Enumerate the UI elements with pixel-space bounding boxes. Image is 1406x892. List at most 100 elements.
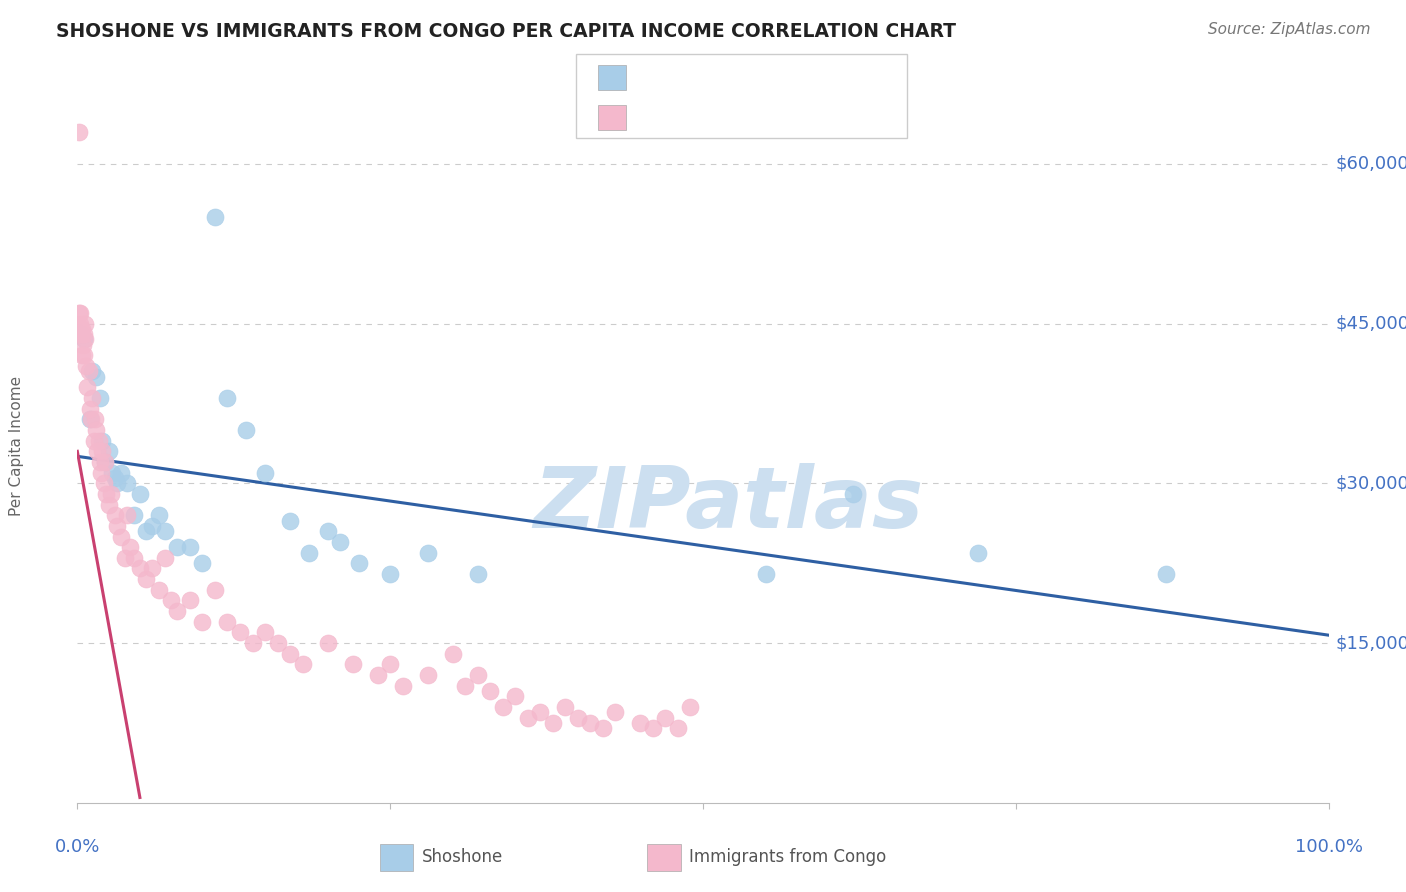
Point <box>416 545 439 559</box>
Point <box>69 317 91 331</box>
Point <box>579 715 602 730</box>
Point <box>254 625 277 640</box>
Point <box>70 349 93 363</box>
Point <box>94 487 117 501</box>
Point <box>217 615 239 629</box>
Point <box>75 333 97 347</box>
Point <box>454 679 477 693</box>
Point <box>416 668 439 682</box>
Point <box>82 364 104 378</box>
Text: $15,000: $15,000 <box>1336 634 1406 652</box>
Point <box>135 524 157 539</box>
Text: R =  -0.361   N = 39: R = -0.361 N = 39 <box>637 69 814 87</box>
Point <box>567 710 589 724</box>
Point <box>94 455 117 469</box>
Text: Shoshone: Shoshone <box>422 848 503 866</box>
Point <box>117 508 139 523</box>
Text: ZIPatlas: ZIPatlas <box>533 463 924 546</box>
Point <box>100 487 122 501</box>
Point <box>592 721 614 735</box>
Point <box>105 519 128 533</box>
Text: $60,000: $60,000 <box>1336 154 1406 173</box>
Point <box>179 540 201 554</box>
Point <box>104 471 127 485</box>
Point <box>467 668 489 682</box>
Point <box>191 556 214 570</box>
Point <box>90 466 112 480</box>
Point <box>122 550 145 565</box>
Point <box>254 466 277 480</box>
Point <box>367 668 389 682</box>
Point <box>77 364 100 378</box>
Point <box>467 566 489 581</box>
Point <box>70 327 93 342</box>
Point <box>89 455 111 469</box>
Point <box>166 540 188 554</box>
Point <box>153 524 176 539</box>
Point <box>516 710 538 724</box>
Point <box>630 715 652 730</box>
Point <box>84 369 107 384</box>
Point <box>110 466 132 480</box>
Point <box>204 210 226 224</box>
Point <box>179 593 201 607</box>
Point <box>380 566 402 581</box>
Point <box>91 444 114 458</box>
Point <box>842 487 865 501</box>
Point <box>82 391 104 405</box>
Point <box>217 391 239 405</box>
Point <box>83 434 105 448</box>
Point <box>679 700 702 714</box>
Point <box>148 508 170 523</box>
Point <box>441 647 464 661</box>
Text: Source: ZipAtlas.com: Source: ZipAtlas.com <box>1208 22 1371 37</box>
Point <box>73 327 96 342</box>
Point <box>605 706 627 720</box>
Text: $30,000: $30,000 <box>1336 475 1406 492</box>
Text: R =  -0.285   N = 80: R = -0.285 N = 80 <box>637 108 813 127</box>
Point <box>105 476 128 491</box>
Point <box>329 534 352 549</box>
Point <box>86 444 108 458</box>
Point <box>316 524 339 539</box>
Point <box>1154 566 1177 581</box>
Point <box>242 636 264 650</box>
Point <box>380 657 402 672</box>
Point <box>316 636 339 650</box>
Point <box>72 322 94 336</box>
Point <box>654 710 676 724</box>
Point <box>79 401 101 416</box>
Point <box>492 700 515 714</box>
Point <box>73 317 96 331</box>
Text: 0.0%: 0.0% <box>55 838 100 856</box>
Point <box>141 561 163 575</box>
Point <box>72 349 94 363</box>
Point <box>342 657 364 672</box>
Point <box>278 514 301 528</box>
Point <box>129 487 152 501</box>
Point <box>93 476 115 491</box>
Text: $45,000: $45,000 <box>1336 315 1406 333</box>
Point <box>117 476 139 491</box>
Point <box>118 540 141 554</box>
Point <box>67 306 90 320</box>
Point <box>67 125 90 139</box>
Point <box>101 466 124 480</box>
Point <box>87 434 110 448</box>
Point <box>298 545 321 559</box>
Point <box>129 561 152 575</box>
Point <box>91 434 114 448</box>
Point <box>76 380 98 394</box>
Point <box>967 545 990 559</box>
Point <box>291 657 314 672</box>
Point <box>347 556 370 570</box>
Point <box>755 566 778 581</box>
Point <box>72 333 94 347</box>
Point <box>554 700 576 714</box>
Point <box>166 604 188 618</box>
Point <box>160 593 183 607</box>
Point <box>135 572 157 586</box>
Point <box>97 444 120 458</box>
Point <box>70 327 93 342</box>
Point <box>141 519 163 533</box>
